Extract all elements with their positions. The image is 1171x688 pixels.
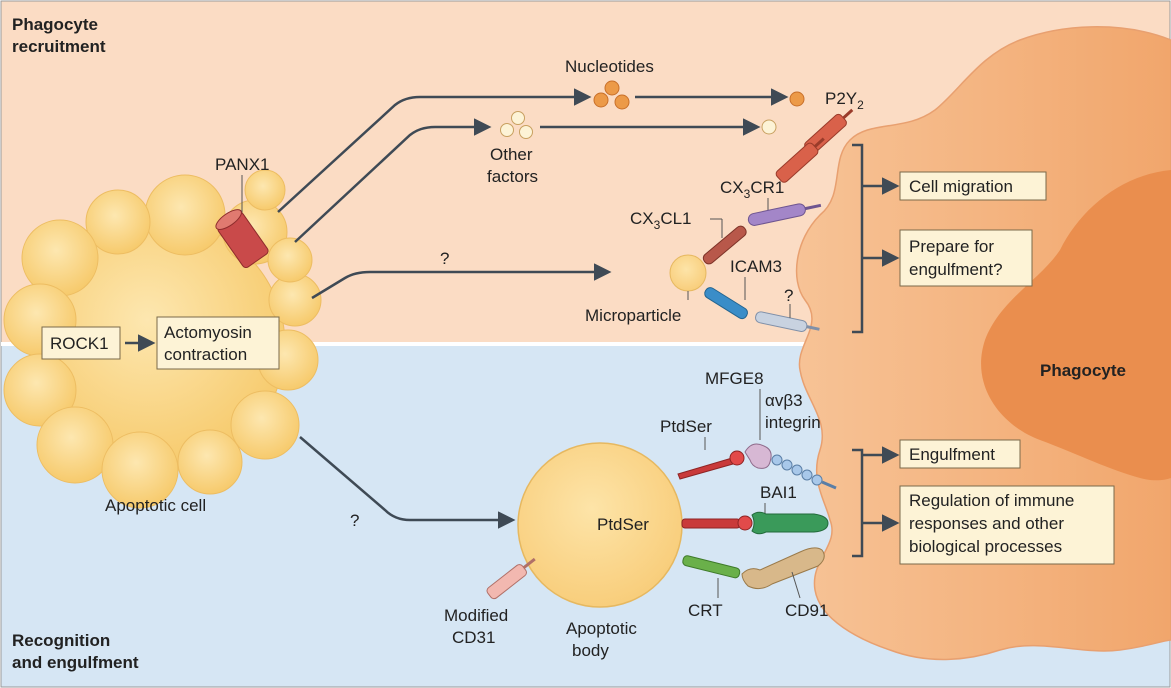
modified-cd31-label-2: CD31: [452, 628, 495, 647]
panx1-label: PANX1: [215, 155, 270, 174]
nucleotides-cluster: [593, 80, 630, 110]
microparticle-label: Microparticle: [585, 306, 681, 325]
ptdser-body-label: PtdSer: [597, 515, 649, 534]
mfge8-label: MFGE8: [705, 369, 764, 388]
engulfment-box: [899, 439, 1021, 469]
cx3cl1-ligand: [702, 225, 747, 265]
question-mark-microparticle: ?: [440, 249, 449, 268]
avb3-label-1: αvβ3: [765, 391, 803, 410]
section-title-engulfment-1: Recognition: [12, 631, 110, 650]
bai1-receptor: [751, 511, 829, 535]
prepare-engulfment-box: [899, 229, 1033, 287]
engulfment-label: Engulfment: [909, 445, 995, 464]
arrow-to-other-factors: [294, 118, 492, 243]
arrow-to-microparticle: [311, 263, 612, 300]
cx3cr1-label: CX3CR1: [720, 178, 784, 201]
cx3cl1-label: CX3CL1: [630, 209, 692, 232]
mfge8-molecule: [744, 443, 772, 469]
ptdser-top-label: PtdSer: [660, 417, 712, 436]
cx3cr1-receptor: [747, 203, 822, 226]
arrow-to-nucleotides: [277, 88, 592, 213]
ptdser-body-molecule: [681, 515, 753, 531]
apoptotic-cell-label: Apoptotic cell: [105, 496, 206, 515]
other-factors-label-2: factors: [487, 167, 538, 186]
regulation-label-3: biological processes: [909, 537, 1062, 556]
modified-cd31: [486, 557, 536, 600]
cd91-receptor: [741, 547, 825, 590]
phagocyte-nucleus: [981, 170, 1171, 481]
icam3-ligand: [704, 287, 748, 320]
regulation-label-1: Regulation of immune: [909, 491, 1074, 510]
bai1-label: BAI1: [760, 483, 797, 502]
actomyosin-label-2: contraction: [164, 345, 247, 364]
actomyosin-label-1: Actomyosin: [164, 323, 252, 342]
panx1-channel: [215, 209, 269, 269]
prepare-engulfment-label-1: Prepare for: [909, 237, 994, 256]
question-mark-apoptotic-body: ?: [350, 511, 359, 530]
recruitment-bracket: [852, 143, 864, 334]
p2y2-label: P2Y2: [825, 89, 864, 112]
modified-cd31-label-1: Modified: [444, 606, 508, 625]
rock1-box: [41, 326, 121, 360]
crt-label: CRT: [688, 601, 723, 620]
ptdser-top-molecule: [677, 450, 745, 480]
nucleotide-bound: [789, 91, 805, 107]
section-title-engulfment-2: and engulfment: [12, 653, 139, 672]
icam3-label: ICAM3: [730, 257, 782, 276]
avb3-label-2: integrin: [765, 413, 821, 432]
cell-migration-box: [899, 171, 1047, 201]
other-factors-label-1: Other: [490, 145, 533, 164]
apoptotic-body-label-2: body: [572, 641, 609, 660]
nucleotides-label: Nucleotides: [565, 57, 654, 76]
question-mark-icam3: ?: [784, 286, 793, 305]
crt-molecule: [682, 555, 741, 579]
apoptotic-body-label-1: Apoptotic: [566, 619, 637, 638]
phagocyte-label: Phagocyte: [1040, 361, 1126, 380]
icam3-receptor-unknown: [755, 311, 820, 333]
microparticle: [669, 254, 707, 292]
avb3-integrin: [771, 454, 823, 486]
cell-migration-label: Cell migration: [909, 177, 1013, 196]
p2y2-receptor-2: [775, 137, 825, 183]
cd91-label: CD91: [785, 601, 828, 620]
other-factors-cluster: [500, 111, 533, 139]
arrow-to-apoptotic-body: [299, 436, 516, 529]
section-title-recruitment-2: recruitment: [12, 37, 106, 56]
actomyosin-box: [156, 316, 280, 370]
engulfment-bracket: [852, 448, 864, 558]
section-title-recruitment-1: Phagocyte: [12, 15, 98, 34]
prepare-engulfment-label-2: engulfment?: [909, 260, 1003, 279]
regulation-label-2: responses and other: [909, 514, 1064, 533]
rock1-label: ROCK1: [50, 334, 109, 353]
regulation-box: [899, 485, 1115, 565]
other-factor-bound: [761, 119, 777, 135]
